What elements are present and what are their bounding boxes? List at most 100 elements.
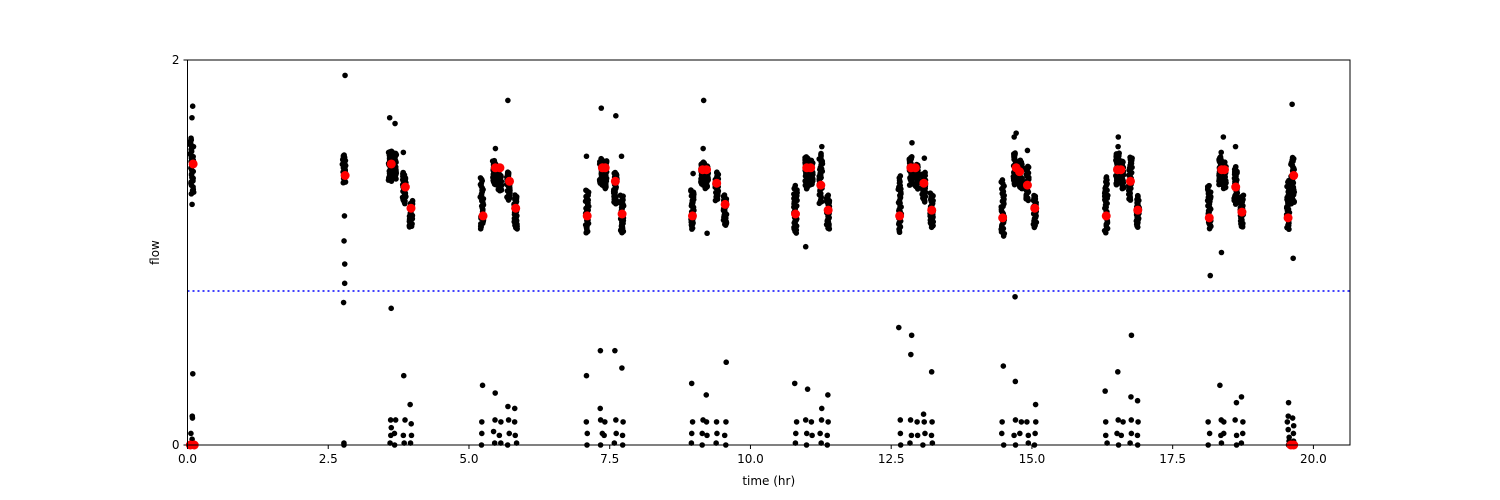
raw-point	[189, 103, 196, 109]
y-tick-label: 0	[172, 438, 180, 452]
highlight-point	[1022, 180, 1032, 190]
raw-point	[341, 261, 348, 267]
raw-point	[818, 417, 825, 423]
raw-point	[1290, 422, 1297, 429]
raw-point	[1207, 272, 1214, 279]
raw-point	[1134, 192, 1141, 199]
raw-point	[601, 432, 607, 439]
raw-point	[1025, 432, 1032, 439]
raw-point	[999, 177, 1006, 183]
x-tick-label: 20.0	[1300, 452, 1327, 466]
raw-point	[688, 187, 694, 193]
raw-point	[400, 372, 407, 379]
x-tick-label: 17.5	[1159, 452, 1186, 466]
raw-point	[1218, 440, 1225, 446]
raw-point	[1103, 174, 1110, 180]
highlight-point	[790, 209, 800, 219]
raw-point	[620, 419, 626, 425]
raw-point	[804, 386, 811, 392]
highlight-point	[895, 211, 905, 221]
raw-point	[1240, 192, 1247, 199]
x-tick-label: 15.0	[1019, 452, 1046, 466]
y-tick-label: 2	[172, 53, 180, 67]
highlight-point	[188, 159, 198, 169]
raw-point	[1217, 154, 1224, 160]
raw-point	[713, 419, 720, 425]
raw-point	[498, 440, 504, 446]
highlight-point	[505, 176, 515, 186]
raw-point	[1011, 134, 1017, 140]
raw-point	[1104, 440, 1110, 446]
x-axis-label: time (hr)	[742, 474, 795, 488]
raw-point	[506, 430, 513, 437]
raw-point	[700, 145, 706, 152]
highlight-point	[1030, 203, 1040, 213]
highlight-point	[617, 209, 627, 219]
highlight-point	[910, 163, 920, 173]
raw-point	[512, 432, 519, 439]
raw-point	[1115, 134, 1122, 140]
raw-point	[1285, 413, 1292, 419]
raw-point	[1120, 419, 1126, 425]
raw-point	[1233, 399, 1240, 406]
raw-point	[1031, 192, 1037, 199]
highlight-point	[1283, 213, 1293, 223]
highlight-point	[702, 165, 712, 175]
highlight-point	[720, 199, 730, 209]
x-tick-label: 7.5	[600, 452, 619, 466]
highlight-points-layer	[185, 159, 1299, 450]
raw-point	[189, 114, 195, 121]
highlight-point	[687, 211, 697, 221]
raw-point	[512, 192, 518, 198]
raw-point	[824, 432, 831, 439]
x-tick-label: 12.5	[878, 452, 905, 466]
raw-point	[400, 432, 407, 439]
raw-point	[699, 430, 706, 437]
raw-point	[921, 419, 928, 425]
raw-point	[400, 169, 406, 176]
x-tick-label: 10.0	[737, 452, 764, 466]
raw-point	[1032, 401, 1039, 408]
raw-point	[402, 417, 408, 423]
raw-point	[895, 324, 902, 331]
raw-point	[1127, 154, 1133, 161]
raw-point	[688, 430, 695, 437]
raw-point	[392, 120, 398, 127]
raw-point	[723, 419, 729, 425]
highlight-point	[927, 205, 937, 215]
highlight-point	[919, 178, 929, 188]
raw-point	[189, 201, 195, 208]
raw-point	[495, 170, 502, 177]
raw-point	[612, 169, 618, 176]
highlight-point	[823, 205, 833, 215]
raw-point	[1289, 154, 1296, 161]
raw-point	[1290, 430, 1297, 437]
highlight-point	[386, 159, 396, 169]
raw-point	[803, 430, 810, 437]
raw-point	[922, 169, 928, 176]
raw-point	[490, 428, 497, 435]
raw-point	[714, 430, 720, 437]
raw-point	[914, 432, 921, 439]
raw-point	[617, 192, 624, 199]
raw-point	[1206, 430, 1213, 437]
raw-point	[504, 169, 511, 175]
raw-point	[1018, 419, 1025, 425]
raw-point	[907, 440, 913, 446]
raw-point	[908, 432, 915, 439]
highlight-point	[400, 182, 410, 192]
raw-point	[704, 432, 710, 439]
raw-point	[619, 365, 625, 371]
raw-point	[1118, 432, 1125, 439]
raw-point	[511, 419, 518, 425]
raw-point	[1128, 394, 1134, 400]
raw-point	[809, 432, 815, 439]
highlight-point	[1116, 165, 1126, 175]
raw-point	[341, 213, 348, 219]
highlight-point	[712, 178, 722, 188]
highlight-point	[1204, 213, 1214, 223]
plot-background	[187, 60, 1350, 445]
raw-point	[1024, 147, 1031, 154]
raw-point	[818, 440, 824, 446]
raw-point	[408, 421, 415, 427]
